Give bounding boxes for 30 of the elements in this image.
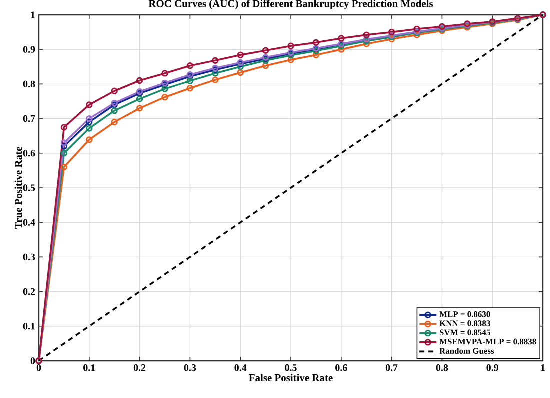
y-tick-label: 0 (30, 358, 36, 364)
x-tick-label: 0.4 (234, 364, 247, 372)
y-tick-label: 0.5 (23, 184, 36, 192)
x-tick-label: 0.3 (184, 364, 196, 372)
y-tick-label: 0.1 (23, 323, 35, 330)
x-tick-label: 0.5 (285, 364, 297, 372)
y-tick-label: 0.8 (23, 80, 36, 88)
x-tick-label: 0 (36, 364, 42, 372)
y-tick-label: 0.6 (23, 150, 36, 157)
legend-label: Random Guess (440, 348, 494, 354)
x-tick-label: 0.6 (336, 364, 348, 372)
x-tick-label: 0.2 (134, 364, 146, 372)
legend-label: KNN = 0.8383 (440, 320, 490, 326)
y-tick-label: 0.9 (23, 46, 36, 53)
legend-label: MLP = 0.8630 (440, 312, 490, 318)
y-tick-label: 1 (31, 12, 35, 18)
legend-label: MSEMVPA-MLP = 0.8838 (440, 338, 536, 345)
y-tick-label: 0.3 (23, 254, 36, 261)
x-tick-label: 1 (541, 364, 545, 372)
x-tick-label: 0.8 (436, 364, 448, 372)
x-tick-label: 0.7 (386, 364, 398, 372)
chart-title: ROC Curves (AUC) of Different Bankruptcy Prediction Models (148, 0, 434, 10)
x-axis-title: False Positive Rate (249, 374, 333, 382)
y-tick-label: 0.2 (23, 288, 36, 296)
x-tick-label: 0.1 (84, 364, 96, 372)
legend-label: SVM = 0.8545 (440, 330, 490, 336)
y-tick-label: 0.7 (23, 115, 36, 122)
y-tick-label: 0.4 (23, 219, 36, 226)
y-axis-title: True Positive Rate (14, 147, 22, 229)
x-tick-label: 0.9 (486, 364, 498, 372)
